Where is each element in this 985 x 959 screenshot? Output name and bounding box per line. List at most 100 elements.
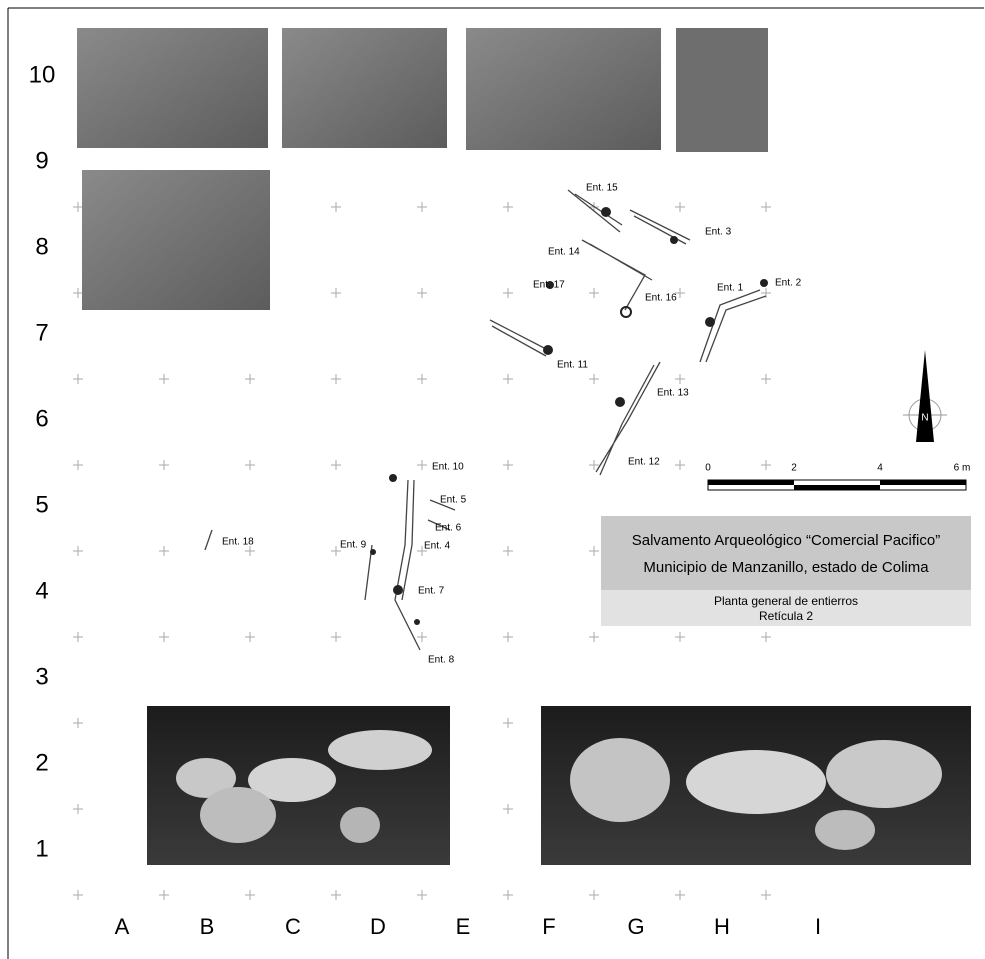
grid-cross	[73, 374, 83, 384]
grid-cross	[159, 890, 169, 900]
burial-label: Ent. 17	[533, 280, 565, 291]
column-label: F	[542, 914, 555, 939]
row-label: 3	[35, 663, 48, 690]
row-label: 8	[35, 233, 48, 260]
grid-cross	[503, 288, 513, 298]
grid-cross	[159, 374, 169, 384]
burial-label: Ent. 9	[340, 540, 367, 551]
grid-cross	[159, 632, 169, 642]
grid-cross	[417, 460, 427, 470]
grid-cross	[159, 546, 169, 556]
grid-cross	[503, 804, 513, 814]
grid-cross	[675, 288, 685, 298]
row-label: 1	[35, 835, 48, 862]
grid-cross	[331, 460, 341, 470]
scale-label: 2	[791, 463, 797, 474]
grid-cross	[331, 632, 341, 642]
grid-cross	[589, 632, 599, 642]
grid-cross	[417, 632, 427, 642]
title: Salvamento Arqueológico “Comercial Pacif…	[632, 532, 940, 549]
burial-label: Ent. 6	[435, 523, 462, 534]
grid-cross	[417, 890, 427, 900]
burial-label: Ent. 1	[717, 283, 744, 294]
grid-cross	[761, 890, 771, 900]
burial-label: Ent. 14	[548, 247, 580, 258]
photo	[676, 28, 768, 152]
skeleton	[567, 189, 623, 233]
grid-cross	[589, 460, 599, 470]
grid-cross	[675, 202, 685, 212]
burial-label: Ent. 11	[557, 360, 588, 371]
burial-label: Ent. 7	[418, 586, 445, 597]
column-label: D	[370, 914, 386, 939]
skeleton	[204, 529, 213, 551]
offering	[670, 236, 678, 244]
title: Municipio de Manzanillo, estado de Colim…	[643, 559, 929, 576]
north-label: N	[921, 413, 928, 424]
grid-cross	[675, 460, 685, 470]
grid-cross	[503, 890, 513, 900]
grid-cross	[589, 546, 599, 556]
north-arrow	[916, 350, 934, 442]
grid-cross	[73, 804, 83, 814]
scale-segment	[880, 480, 966, 485]
scale-label: 4	[877, 463, 883, 474]
offering	[370, 549, 376, 555]
scale-label: 6 m	[954, 463, 971, 474]
grid-cross	[73, 546, 83, 556]
burial-label: Ent. 18	[222, 537, 254, 548]
column-label: G	[627, 914, 644, 939]
skeleton	[699, 289, 767, 363]
grid-cross	[503, 202, 513, 212]
subtitle: Planta general de entierros	[714, 594, 858, 608]
grid-cross	[503, 718, 513, 728]
photo	[282, 28, 447, 148]
grid-cross	[761, 632, 771, 642]
vessel	[686, 750, 826, 814]
grid-cross	[73, 890, 83, 900]
row-label: 5	[35, 491, 48, 518]
row-label: 2	[35, 749, 48, 776]
grid-cross	[761, 460, 771, 470]
vessel	[570, 738, 670, 822]
offering	[389, 474, 397, 482]
offering	[760, 279, 768, 287]
scale-label: 0	[705, 463, 711, 474]
grid-cross	[589, 374, 599, 384]
column-label: H	[714, 914, 730, 939]
grid-cross	[73, 288, 83, 298]
skeleton	[489, 319, 549, 357]
grid-cross	[73, 718, 83, 728]
photo	[77, 28, 268, 148]
row-label: 4	[35, 577, 48, 604]
grid-cross	[331, 374, 341, 384]
skeleton	[364, 499, 456, 601]
grid-cross	[417, 288, 427, 298]
vessel	[328, 730, 432, 770]
grid-cross	[159, 460, 169, 470]
column-label: C	[285, 914, 301, 939]
row-label: 7	[35, 319, 48, 346]
grid-cross	[503, 374, 513, 384]
grid-cross	[417, 546, 427, 556]
grid-cross	[331, 202, 341, 212]
skeleton	[394, 479, 421, 651]
grid-cross	[331, 890, 341, 900]
burial-label: Ent. 8	[428, 655, 455, 666]
grid-cross	[503, 546, 513, 556]
offering	[414, 619, 420, 625]
vessel	[176, 758, 236, 798]
skeleton	[629, 209, 691, 245]
grid-cross	[761, 202, 771, 212]
skeleton	[595, 361, 661, 476]
burial-label: Ent. 5	[440, 495, 467, 506]
row-label: 6	[35, 405, 48, 432]
offering	[601, 207, 611, 217]
burial-label: Ent. 15	[586, 183, 618, 194]
grid-cross	[245, 890, 255, 900]
vessel	[815, 810, 875, 850]
grid-cross	[245, 632, 255, 642]
grid-cross	[675, 890, 685, 900]
skeleton	[581, 239, 653, 311]
